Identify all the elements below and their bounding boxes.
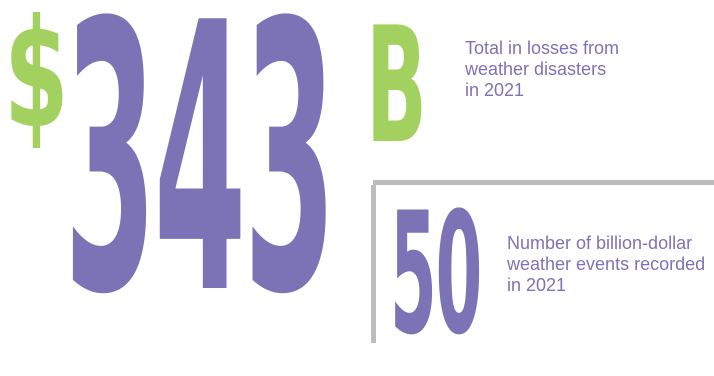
losses-caption: Total in losses from weather disasters i… (465, 38, 620, 100)
vertical-divider (371, 185, 376, 343)
horizontal-divider (373, 180, 714, 185)
loss-unit: B (366, 0, 427, 179)
loss-amount: 343 (64, 0, 336, 376)
events-caption: Number of billion-dollar weather events … (507, 233, 706, 295)
weather-losses-graphic: $ 343 B Total in losses from weather dis… (4, 0, 714, 376)
event-count: 50 (390, 176, 482, 372)
currency-symbol: $ (4, 0, 69, 162)
